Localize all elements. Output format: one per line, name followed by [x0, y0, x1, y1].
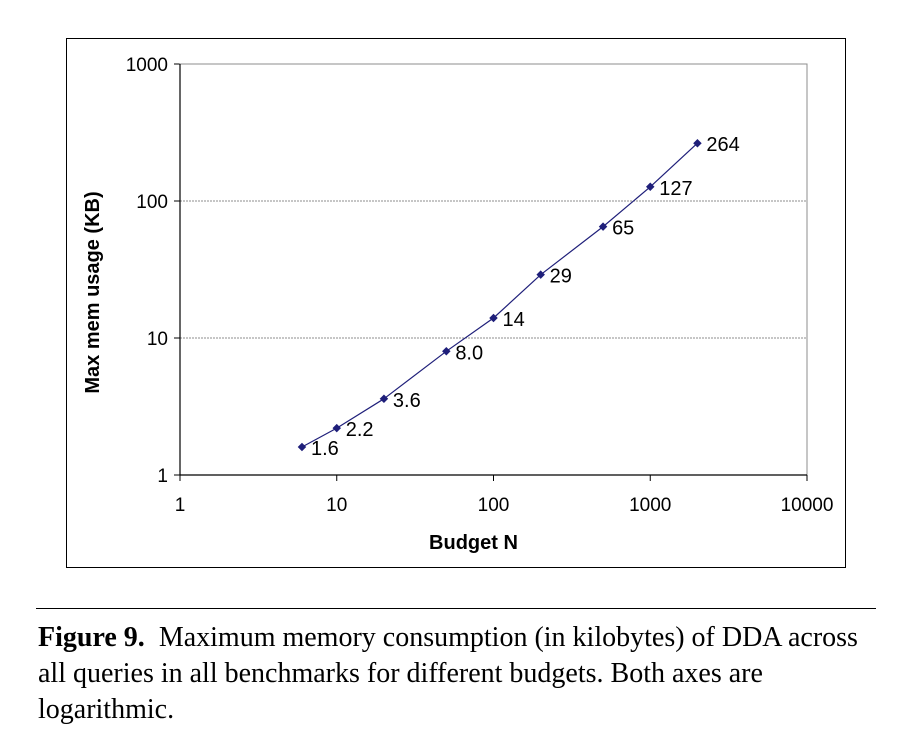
chart-frame: 1 10 100 1000 1 10 100 1000 10000 1.6 2.2 3.6 8.0 14… [66, 38, 846, 568]
data-label: 264 [706, 134, 739, 156]
data-point [442, 347, 451, 356]
gridlines [180, 63, 807, 339]
x-axis-title: Budget N [429, 532, 518, 554]
y-tick-label-1: 1 [157, 466, 168, 487]
x-tick-label-100: 100 [478, 495, 510, 516]
data-label: 3.6 [393, 390, 421, 412]
series-line [301, 142, 698, 448]
y-tick-label-100: 100 [136, 192, 168, 213]
data-label: 14 [503, 309, 525, 331]
y-tick-label-1000: 1000 [126, 55, 168, 76]
data-point [297, 442, 307, 452]
data-label: 29 [550, 266, 572, 288]
x-tick-label-1000: 1000 [629, 495, 671, 516]
y-axis-title: Max mem usage (KB) [82, 191, 104, 393]
data-label: 1.6 [311, 438, 339, 460]
data-point [379, 394, 389, 404]
series-memory-usage [297, 138, 702, 452]
plot-area-border [179, 63, 808, 476]
data-point [489, 313, 498, 323]
x-tick-label-1: 1 [175, 495, 186, 516]
tick-labels: 1 10 100 1000 1 10 100 1000 10000 [126, 55, 834, 516]
caption-divider [36, 608, 876, 609]
caption-label: Figure 9. [38, 622, 145, 653]
data-label: 2.2 [346, 419, 374, 441]
figure-caption: Figure 9. Maximum memory consumption (in… [38, 620, 880, 728]
data-label: 65 [612, 218, 634, 240]
memory-usage-chart: 1 10 100 1000 1 10 100 1000 10000 1.6 2.2 3.6 8.0 14… [82, 55, 834, 554]
y-tick-label-10: 10 [147, 329, 168, 350]
data-label: 127 [659, 178, 692, 200]
data-label: 8.0 [455, 342, 483, 364]
x-tick-label-10: 10 [326, 495, 347, 516]
caption-text: Maximum memory consumption (in kilobytes… [38, 622, 858, 725]
data-point [332, 423, 341, 433]
x-tick-label-10000: 10000 [781, 495, 834, 516]
data-labels: 1.6 2.2 3.6 8.0 14 29 65 127 264 [311, 134, 740, 460]
axes [174, 63, 808, 481]
